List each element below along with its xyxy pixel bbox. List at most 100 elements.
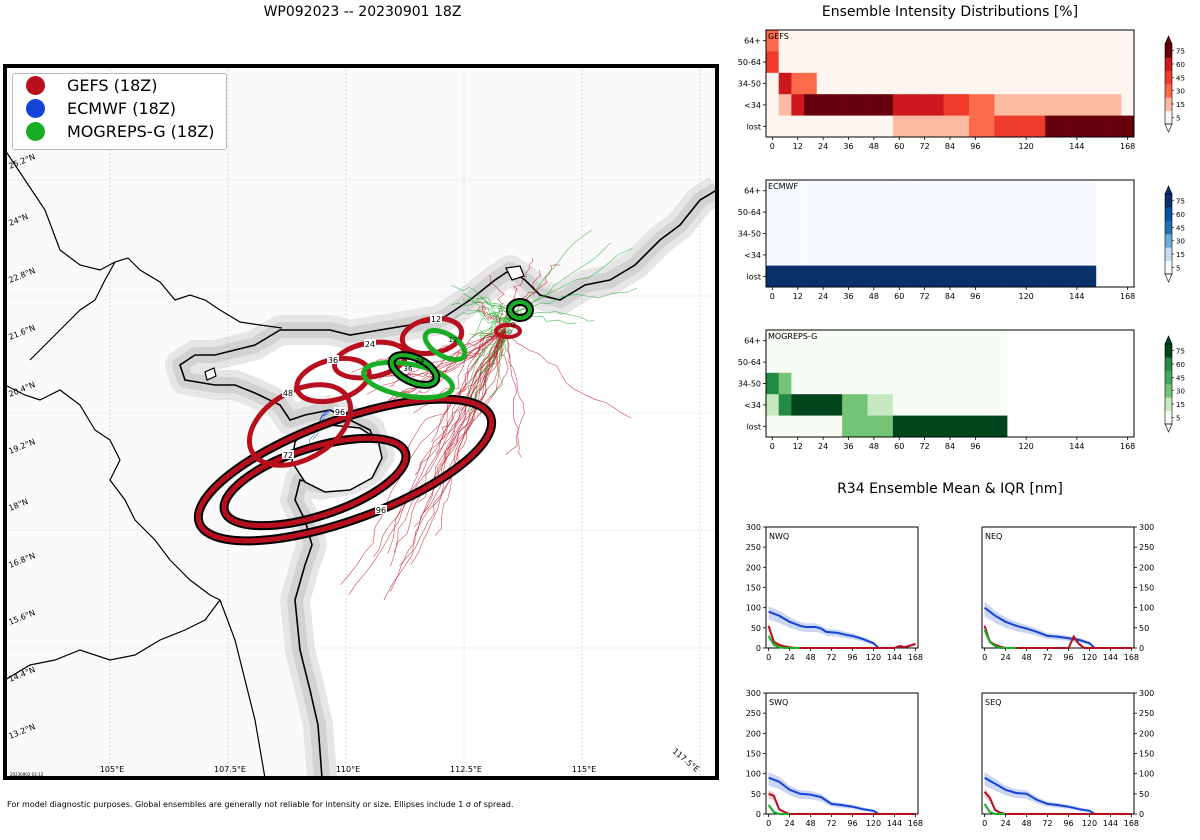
heatmap-cell bbox=[880, 115, 894, 138]
heatmap-cell bbox=[1108, 72, 1122, 95]
heatmap-colorbar: 5 15 30 45 60 75 bbox=[1164, 335, 1185, 433]
heatmap-cell bbox=[1095, 94, 1109, 116]
r34-mean-line bbox=[983, 803, 1006, 815]
heatmap-cell bbox=[969, 244, 983, 266]
heatmap-cell bbox=[1108, 30, 1122, 52]
heatmap-cell bbox=[854, 94, 868, 116]
heatmap-cell bbox=[956, 244, 970, 266]
r34-panel-swq: SWQ 0 24 48 72 96 120 144 168 0 50 100 150 200 250 300 bbox=[746, 689, 923, 828]
ensemble-track bbox=[435, 329, 506, 455]
heatmap-cell bbox=[854, 72, 868, 95]
heatmap-cell bbox=[905, 72, 919, 95]
heatmap-cell bbox=[842, 51, 856, 74]
r34-y-tick-label: 50 bbox=[1139, 790, 1149, 799]
r34-x-tick-label: 168 bbox=[1124, 653, 1139, 662]
heatmap-cell bbox=[842, 222, 856, 245]
heatmap-cell bbox=[1019, 180, 1033, 202]
colorbar-tick-label: 15 bbox=[1176, 251, 1185, 259]
map-frame bbox=[3, 64, 719, 780]
heatmap-cell bbox=[778, 351, 792, 374]
heatmap-cell bbox=[918, 201, 932, 224]
lon-label: 112.5°E bbox=[450, 765, 482, 774]
small-island bbox=[204, 367, 217, 381]
heatmap-cell bbox=[778, 51, 792, 74]
ensemble-track bbox=[383, 329, 506, 601]
r34-mean-line bbox=[767, 635, 801, 649]
heatmap-cell bbox=[804, 94, 818, 116]
colorbar-segment bbox=[1165, 57, 1172, 71]
heatmap-cell bbox=[969, 94, 983, 116]
r34-y-tick-label: 0 bbox=[756, 644, 761, 653]
r34-mean-line bbox=[767, 625, 916, 649]
heatmap-cell bbox=[943, 244, 957, 266]
heatmap-cell bbox=[791, 72, 805, 95]
ellipse-label: 96 bbox=[335, 408, 345, 417]
heatmap-cell bbox=[791, 394, 805, 416]
r34-x-tick-label: 72 bbox=[826, 819, 836, 828]
heatmap-cell bbox=[1057, 72, 1071, 95]
heatmap-cell bbox=[854, 51, 868, 74]
ellipse-label: 12 bbox=[449, 336, 458, 344]
r34-frame bbox=[765, 692, 919, 815]
legend-label: ECMWF (18Z) bbox=[67, 99, 176, 118]
heatmap-x-tick-label: 0 bbox=[770, 442, 775, 451]
heatmap-cell bbox=[1083, 94, 1097, 116]
heatmap-cell bbox=[766, 180, 779, 202]
heatmap-cell bbox=[1019, 51, 1033, 74]
heatmap-cell bbox=[1045, 201, 1059, 224]
heatmap-cell bbox=[918, 30, 932, 52]
heatmap-cell bbox=[1007, 201, 1021, 224]
ensemble-track bbox=[470, 311, 516, 368]
heatmap-cell bbox=[1007, 51, 1021, 74]
heatmap-cell bbox=[854, 372, 868, 395]
heatmap-cell bbox=[867, 180, 881, 202]
r34-y-tick-label: 250 bbox=[746, 543, 761, 552]
r34-y-tick-label: 0 bbox=[756, 810, 761, 819]
heatmap-cell bbox=[905, 51, 919, 74]
ensemble-track bbox=[462, 297, 516, 313]
heatmap-cell bbox=[778, 415, 792, 438]
r34-panel-label: SWQ bbox=[769, 698, 788, 707]
heatmap-cell bbox=[892, 201, 906, 224]
r34-y-tick-label: 150 bbox=[1139, 584, 1154, 593]
country-borders bbox=[5, 149, 283, 778]
heatmap-cell bbox=[829, 351, 843, 374]
colorbar-tick-label: 5 bbox=[1176, 114, 1180, 122]
heatmap-x-tick-label: 72 bbox=[920, 142, 930, 151]
heatmap-cell bbox=[956, 265, 970, 288]
heatmap-cell bbox=[842, 372, 856, 395]
r34-y-tick-label: 300 bbox=[746, 689, 761, 698]
heatmap-x-tick-label: 48 bbox=[869, 292, 879, 301]
heatmap-cell bbox=[854, 30, 868, 52]
heatmap-cell bbox=[1070, 30, 1084, 52]
heatmap-cell bbox=[854, 415, 868, 438]
heatmap-cell bbox=[1007, 115, 1021, 138]
heatmap-cell bbox=[981, 222, 995, 245]
heatmap-x-tick-label: 120 bbox=[1018, 292, 1033, 301]
heatmap-x-tick-label: 120 bbox=[1018, 442, 1033, 451]
heatmap-cell bbox=[969, 51, 983, 74]
heatmap-cell bbox=[778, 394, 792, 416]
heatmap-x-tick-label: 168 bbox=[1120, 292, 1135, 301]
legend-item-gefs: GEFS (18Z) bbox=[13, 74, 226, 97]
r34-mean-line bbox=[983, 606, 1096, 649]
r34-x-tick-label: 72 bbox=[1042, 653, 1052, 662]
heatmap-cell bbox=[930, 222, 944, 245]
r34-panel-nwq: NWQ 0 24 48 72 96 120 144 168 0 50 100 150 200 250 300 bbox=[746, 523, 923, 662]
heatmap-cell bbox=[766, 415, 779, 438]
heatmap-cell bbox=[1083, 72, 1097, 95]
heatmap-cell bbox=[969, 72, 983, 95]
colorbar-segment bbox=[1165, 370, 1172, 385]
heatmap-cell bbox=[1019, 201, 1033, 224]
colorbar-segment bbox=[1165, 410, 1172, 425]
colorbar-segment bbox=[1165, 397, 1172, 411]
heatmap-cell bbox=[930, 265, 944, 288]
heatmap-cell bbox=[880, 372, 894, 395]
heatmap-cell bbox=[778, 265, 792, 288]
r34-iqr-band bbox=[984, 601, 1095, 648]
r34-y-tick-label: 100 bbox=[1139, 604, 1154, 613]
heatmap-cell bbox=[956, 394, 970, 416]
heatmap-cell bbox=[791, 180, 805, 202]
r34-y-tick-label: 100 bbox=[746, 604, 761, 613]
heatmap-cell bbox=[956, 94, 970, 116]
